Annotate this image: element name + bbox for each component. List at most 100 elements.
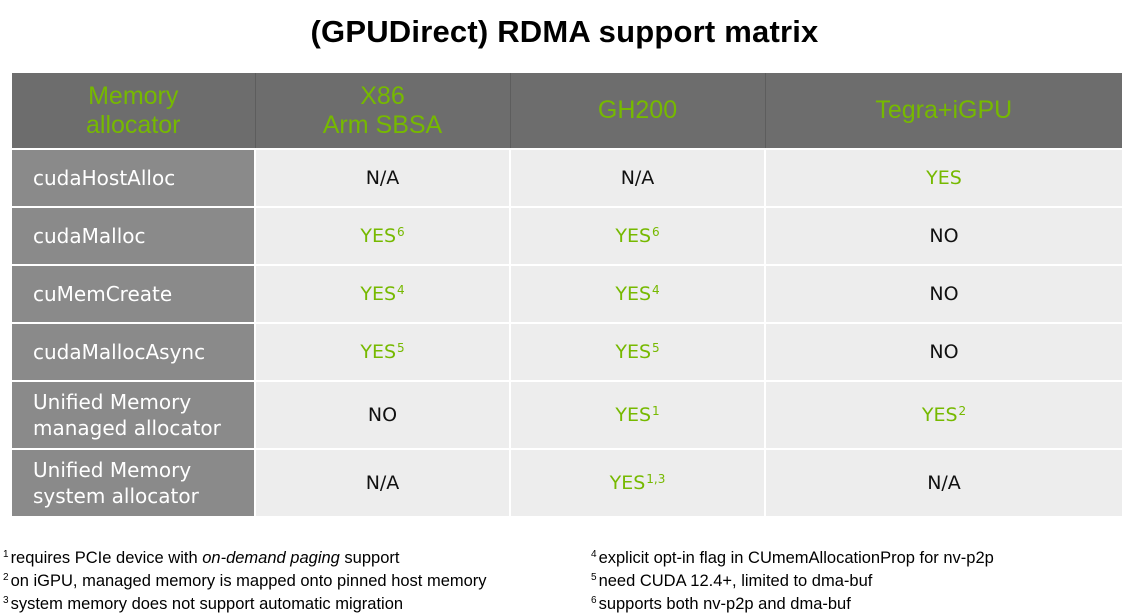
cell-x86-arm-sbsa: YES4 bbox=[255, 264, 511, 323]
support-value: YES bbox=[615, 225, 652, 247]
footnote-text: on iGPU, managed memory is mapped onto p… bbox=[10, 572, 487, 590]
support-value: YES bbox=[615, 404, 652, 426]
support-value: YES bbox=[609, 472, 646, 494]
row-label: Unified Memory managed allocator bbox=[12, 380, 256, 449]
row-label-line: Unified Memory bbox=[33, 390, 192, 414]
cell-x86-arm-sbsa: YES5 bbox=[255, 322, 511, 381]
header-line: X86 bbox=[360, 81, 405, 110]
footnote-number: 6 bbox=[591, 595, 597, 606]
cell-x86-arm-sbsa: YES6 bbox=[255, 206, 511, 265]
footnote-2: 2 on iGPU, managed memory is mapped onto … bbox=[3, 568, 487, 591]
row-label-line: system allocator bbox=[33, 484, 199, 508]
footnote-ref: 1,3 bbox=[646, 472, 666, 486]
cell-gh200: YES4 bbox=[510, 264, 766, 323]
row-label: cudaMalloc bbox=[12, 206, 256, 265]
footnote-6: 6 supports both nv-p2p and dma-buf bbox=[591, 591, 994, 614]
cell-tegra-igpu: YES bbox=[765, 148, 1122, 207]
footnote-number: 5 bbox=[591, 572, 597, 583]
footnote-emphasis: on-demand paging bbox=[202, 549, 340, 567]
footnotes-right: 4 explicit opt-in flag in CUmemAllocation… bbox=[591, 545, 994, 614]
footnote-ref: 6 bbox=[397, 225, 405, 239]
cell-x86-arm-sbsa: N/A bbox=[255, 148, 511, 207]
row-label-line: cudaHostAlloc bbox=[33, 166, 176, 190]
cell-tegra-igpu: NO bbox=[765, 264, 1122, 323]
cell-gh200: N/A bbox=[510, 148, 766, 207]
header-memory-allocator: Memory allocator bbox=[12, 73, 256, 149]
row-label-line: managed allocator bbox=[33, 416, 221, 440]
row-label: Unified Memory system allocator bbox=[12, 448, 256, 516]
support-value: YES bbox=[615, 283, 652, 305]
footnote-text: requires PCIe device with bbox=[10, 549, 203, 567]
cell-tegra-igpu: NO bbox=[765, 206, 1122, 265]
table-row: cudaMalloc YES6 YES6 NO bbox=[12, 206, 1122, 265]
cell-gh200: YES5 bbox=[510, 322, 766, 381]
footnote-ref: 5 bbox=[397, 341, 405, 355]
footnote-number: 2 bbox=[3, 572, 9, 583]
cell-gh200: YES1 bbox=[510, 380, 766, 449]
page-title: (GPUDirect) RDMA support matrix bbox=[310, 14, 819, 49]
header-tegra-igpu: Tegra+iGPU bbox=[765, 73, 1122, 149]
footnote-text: explicit opt-in flag in CUmemAllocationP… bbox=[598, 549, 994, 567]
footnote-text: supports both nv-p2p and dma-buf bbox=[598, 595, 851, 613]
footnote-ref: 5 bbox=[652, 341, 660, 355]
table-row: Unified Memory managed allocator NO YES1 YES… bbox=[12, 380, 1122, 449]
footnote-ref: 4 bbox=[652, 283, 660, 297]
table-row: cudaHostAlloc N/A N/A YES bbox=[12, 148, 1122, 207]
row-label: cudaMallocAsync bbox=[12, 322, 256, 381]
row-label-line: cuMemCreate bbox=[33, 282, 173, 306]
cell-x86-arm-sbsa: NO bbox=[255, 380, 511, 449]
footnote-ref: 1 bbox=[652, 404, 660, 418]
support-value: NO bbox=[929, 225, 959, 247]
footnote-number: 4 bbox=[591, 549, 597, 560]
footnote-1: 1 requires PCIe device with on-demand pag… bbox=[3, 545, 487, 568]
cell-x86-arm-sbsa: N/A bbox=[255, 448, 511, 516]
footnote-text: need CUDA 12.4+, limited to dma-buf bbox=[598, 572, 873, 590]
row-label: cudaHostAlloc bbox=[12, 148, 256, 207]
row-label-line: cudaMalloc bbox=[33, 224, 146, 248]
header-gh200: GH200 bbox=[510, 73, 766, 149]
support-value: YES bbox=[921, 404, 958, 426]
row-label-line: cudaMallocAsync bbox=[33, 340, 206, 364]
row-label-line: Unified Memory bbox=[33, 458, 192, 482]
support-value: NO bbox=[929, 283, 959, 305]
cell-tegra-igpu: N/A bbox=[765, 448, 1122, 516]
footnote-ref: 2 bbox=[958, 404, 967, 418]
table-row: Unified Memory system allocator N/A YES1,3 N… bbox=[12, 448, 1122, 516]
footnote-number: 1 bbox=[3, 549, 9, 560]
header-line: Tegra+iGPU bbox=[875, 96, 1013, 124]
table-row: cudaMallocAsync YES5 YES5 NO bbox=[12, 322, 1122, 381]
header-line: Arm SBSA bbox=[322, 110, 443, 139]
footnote-4: 4 explicit opt-in flag in CUmemAllocation… bbox=[591, 545, 994, 568]
header-line: Memory bbox=[88, 81, 179, 110]
table-header-row: Memory allocator X86 Arm SBSA GH200 Tegr… bbox=[12, 73, 1122, 149]
cell-gh200: YES6 bbox=[510, 206, 766, 265]
support-value: N/A bbox=[365, 167, 400, 189]
support-matrix-table: Memory allocator X86 Arm SBSA GH200 Tegr… bbox=[12, 73, 1122, 516]
footnote-ref: 6 bbox=[652, 225, 660, 239]
footnotes-left: 1 requires PCIe device with on-demand pag… bbox=[3, 545, 487, 614]
footnote-3: 3 system memory does not support automati… bbox=[3, 591, 487, 614]
support-value: YES bbox=[926, 167, 962, 189]
header-line: GH200 bbox=[597, 96, 678, 124]
support-value: NO bbox=[367, 404, 398, 426]
table-row: cuMemCreate YES4 YES4 NO bbox=[12, 264, 1122, 323]
support-value: N/A bbox=[927, 472, 961, 494]
footnote-ref: 4 bbox=[397, 283, 405, 297]
footnote-text: support bbox=[339, 549, 400, 567]
row-label: cuMemCreate bbox=[12, 264, 256, 323]
support-value: YES bbox=[360, 225, 397, 247]
support-value: YES bbox=[360, 341, 397, 363]
footnote-5: 5 need CUDA 12.4+, limited to dma-buf bbox=[591, 568, 994, 591]
header-line: allocator bbox=[86, 110, 181, 139]
cell-gh200: YES1,3 bbox=[510, 448, 766, 516]
support-value: YES bbox=[615, 341, 652, 363]
footnote-number: 3 bbox=[3, 595, 9, 606]
support-value: N/A bbox=[620, 167, 655, 189]
header-x86-arm-sbsa: X86 Arm SBSA bbox=[255, 73, 511, 149]
support-value: NO bbox=[929, 341, 959, 363]
cell-tegra-igpu: NO bbox=[765, 322, 1122, 381]
cell-tegra-igpu: YES2 bbox=[765, 380, 1122, 449]
support-value: N/A bbox=[365, 472, 400, 494]
support-value: YES bbox=[360, 283, 397, 305]
footnote-text: system memory does not support automatic… bbox=[10, 595, 404, 613]
